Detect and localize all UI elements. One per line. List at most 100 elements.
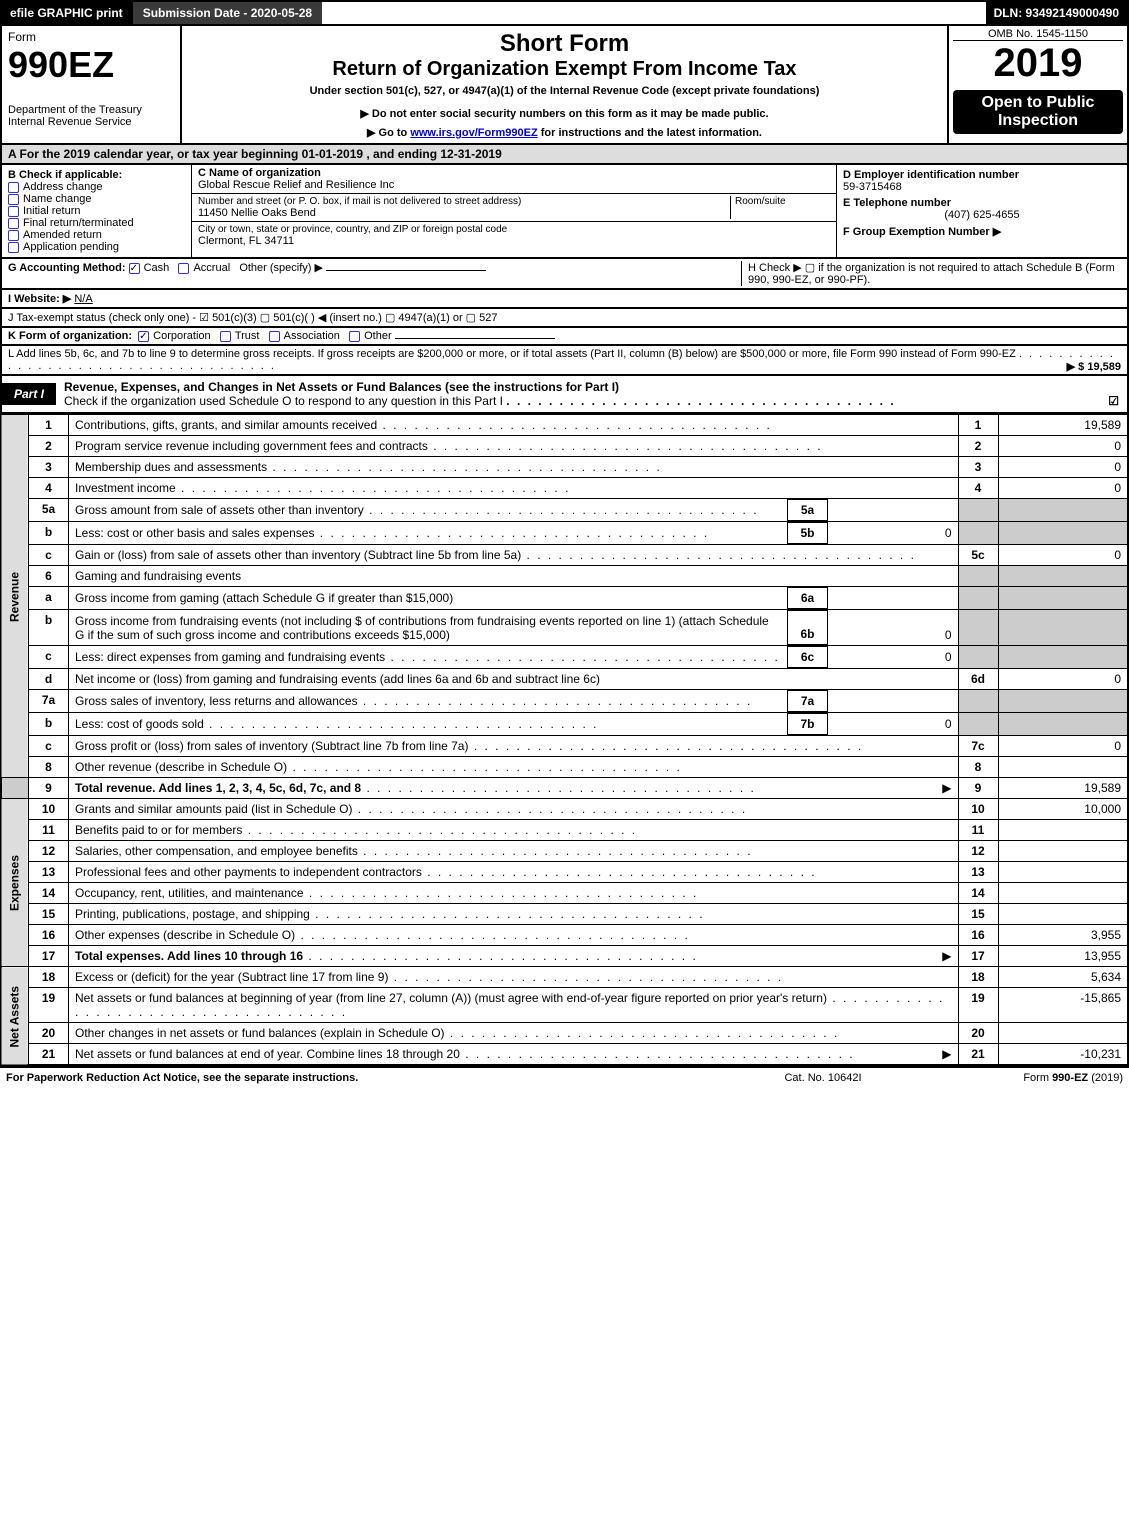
tax-period-row: A For the 2019 calendar year, or tax yea…	[0, 145, 1129, 165]
line-12: 12Salaries, other compensation, and empl…	[1, 841, 1128, 862]
line-9: 9Total revenue. Add lines 1, 2, 3, 4, 5c…	[1, 778, 1128, 799]
line-17: 17Total expenses. Add lines 10 through 1…	[1, 946, 1128, 967]
city-label: City or town, state or province, country…	[198, 224, 830, 235]
k-label: K Form of organization:	[8, 330, 132, 342]
line-20: 20Other changes in net assets or fund ba…	[1, 1023, 1128, 1044]
line-7a: 7aGross sales of inventory, less returns…	[1, 690, 1128, 713]
line-6: 6Gaming and fundraising events	[1, 566, 1128, 587]
box-c: C Name of organization Global Rescue Rel…	[192, 165, 837, 257]
line-5a: 5aGross amount from sale of assets other…	[1, 499, 1128, 522]
row-j: J Tax-exempt status (check only one) - ☑…	[0, 309, 1129, 328]
line-6a: aGross income from gaming (attach Schedu…	[1, 587, 1128, 610]
room-label: Room/suite	[730, 196, 830, 219]
part1-title: Revenue, Expenses, and Changes in Net As…	[56, 376, 1127, 412]
line-14: 14Occupancy, rent, utilities, and mainte…	[1, 883, 1128, 904]
row-k: K Form of organization: Corporation Trus…	[0, 328, 1129, 346]
dept-label: Department of the Treasury	[8, 104, 174, 116]
line-7c: cGross profit or (loss) from sales of in…	[1, 736, 1128, 757]
year-block: OMB No. 1545-1150 2019 Open to Public In…	[947, 26, 1127, 143]
chk-final-return[interactable]: Final return/terminated	[8, 217, 185, 229]
part1-sub: Check if the organization used Schedule …	[64, 394, 503, 408]
l-arrow-amount: ▶ $ 19,589	[1067, 360, 1121, 373]
chk-association[interactable]	[269, 331, 280, 342]
g-other: Other (specify) ▶	[239, 262, 323, 274]
org-name-label: C Name of organization	[198, 167, 830, 179]
ein-label: D Employer identification number	[843, 169, 1121, 181]
ssn-warning: ▶ Do not enter social security numbers o…	[188, 107, 941, 120]
line-18: Net Assets 18Excess or (deficit) for the…	[1, 967, 1128, 988]
under-section-note: Under section 501(c), 527, or 4947(a)(1)…	[188, 85, 941, 97]
org-name-cell: C Name of organization Global Rescue Rel…	[192, 165, 836, 194]
goto-post: for instructions and the latest informat…	[541, 127, 762, 139]
form-header: Form 990EZ Department of the Treasury In…	[0, 26, 1129, 145]
chk-address-change[interactable]: Address change	[8, 181, 185, 193]
chk-amended-return[interactable]: Amended return	[8, 229, 185, 241]
irs-label: Internal Revenue Service	[8, 116, 174, 128]
chk-cash[interactable]	[129, 263, 140, 274]
chk-other-org[interactable]	[349, 331, 360, 342]
efile-print-button[interactable]: efile GRAPHIC print	[2, 2, 133, 24]
dln-label: DLN: 93492149000490	[986, 2, 1127, 24]
topbar-spacer	[322, 2, 985, 24]
net-assets-section-label: Net Assets	[1, 967, 29, 1066]
tel-label: E Telephone number	[843, 197, 1121, 209]
website-value: N/A	[74, 293, 92, 305]
line-1: Revenue 1 Contributions, gifts, grants, …	[1, 415, 1128, 436]
row-g: G Accounting Method: Cash Accrual Other …	[8, 261, 741, 286]
website-label: I Website: ▶	[8, 293, 71, 305]
row-h: H Check ▶ ▢ if the organization is not r…	[741, 261, 1121, 286]
chk-accrual[interactable]	[178, 263, 189, 274]
top-bar: efile GRAPHIC print Submission Date - 20…	[0, 0, 1129, 26]
line-8: 8Other revenue (describe in Schedule O)8	[1, 757, 1128, 778]
form-number-block: Form 990EZ Department of the Treasury In…	[2, 26, 182, 143]
goto-line: ▶ Go to www.irs.gov/Form990EZ for instru…	[188, 126, 941, 139]
revenue-section-label: Revenue	[1, 415, 29, 778]
line-2: 2Program service revenue including gover…	[1, 436, 1128, 457]
tel-value: (407) 625-4655	[843, 209, 1121, 221]
chk-application-pending[interactable]: Application pending	[8, 241, 185, 253]
form-number: 990EZ	[8, 44, 174, 86]
street-label: Number and street (or P. O. box, if mail…	[198, 196, 730, 207]
footer-right: Form 990-EZ (2019)	[923, 1072, 1123, 1084]
line-16: 16Other expenses (describe in Schedule O…	[1, 925, 1128, 946]
chk-initial-return[interactable]: Initial return	[8, 205, 185, 217]
street-cell: Number and street (or P. O. box, if mail…	[192, 194, 836, 222]
l-text: L Add lines 5b, 6c, and 7b to line 9 to …	[8, 348, 1016, 360]
part1-table: Revenue 1 Contributions, gifts, grants, …	[0, 414, 1129, 1066]
omb-label: OMB No. 1545-1150	[953, 28, 1123, 41]
line-5c: cGain or (loss) from sale of assets othe…	[1, 545, 1128, 566]
chk-trust[interactable]	[220, 331, 231, 342]
expenses-section-label: Expenses	[1, 799, 29, 967]
submission-date-label: Submission Date - 2020-05-28	[133, 2, 322, 24]
box-def: D Employer identification number 59-3715…	[837, 165, 1127, 257]
line-19: 19Net assets or fund balances at beginni…	[1, 988, 1128, 1023]
line-21: 21Net assets or fund balances at end of …	[1, 1044, 1128, 1066]
open-to-public: Open to Public Inspection	[953, 90, 1123, 134]
form-title-block: Short Form Return of Organization Exempt…	[182, 26, 947, 143]
line-13: 13Professional fees and other payments t…	[1, 862, 1128, 883]
line-11: 11Benefits paid to or for members11	[1, 820, 1128, 841]
return-title: Return of Organization Exempt From Incom…	[188, 58, 941, 81]
tax-year: 2019	[953, 41, 1123, 86]
line-6b: bGross income from fundraising events (n…	[1, 610, 1128, 646]
line-10: Expenses 10Grants and similar amounts pa…	[1, 799, 1128, 820]
page-footer: For Paperwork Reduction Act Notice, see …	[0, 1066, 1129, 1088]
street-value: 11450 Nellie Oaks Bend	[198, 207, 730, 219]
irs-link[interactable]: www.irs.gov/Form990EZ	[410, 127, 537, 139]
part1-checked: ☑	[1108, 394, 1119, 408]
row-l: L Add lines 5b, 6c, and 7b to line 9 to …	[0, 346, 1129, 376]
chk-name-change[interactable]: Name change	[8, 193, 185, 205]
part1-tag: Part I	[2, 383, 56, 405]
form-word: Form	[8, 30, 174, 44]
org-name: Global Rescue Relief and Resilience Inc	[198, 179, 830, 191]
chk-corporation[interactable]	[138, 331, 149, 342]
row-g-h: G Accounting Method: Cash Accrual Other …	[0, 259, 1129, 290]
org-info-block: B Check if applicable: Address change Na…	[0, 165, 1129, 259]
line-7b: bLess: cost of goods sold7b0	[1, 713, 1128, 736]
goto-pre: ▶ Go to	[367, 127, 410, 139]
group-exemption-label: F Group Exemption Number ▶	[843, 225, 1121, 238]
row-i: I Website: ▶ N/A	[0, 290, 1129, 309]
footer-mid: Cat. No. 10642I	[723, 1072, 923, 1084]
line-5b: bLess: cost or other basis and sales exp…	[1, 522, 1128, 545]
city-value: Clermont, FL 34711	[198, 235, 830, 247]
